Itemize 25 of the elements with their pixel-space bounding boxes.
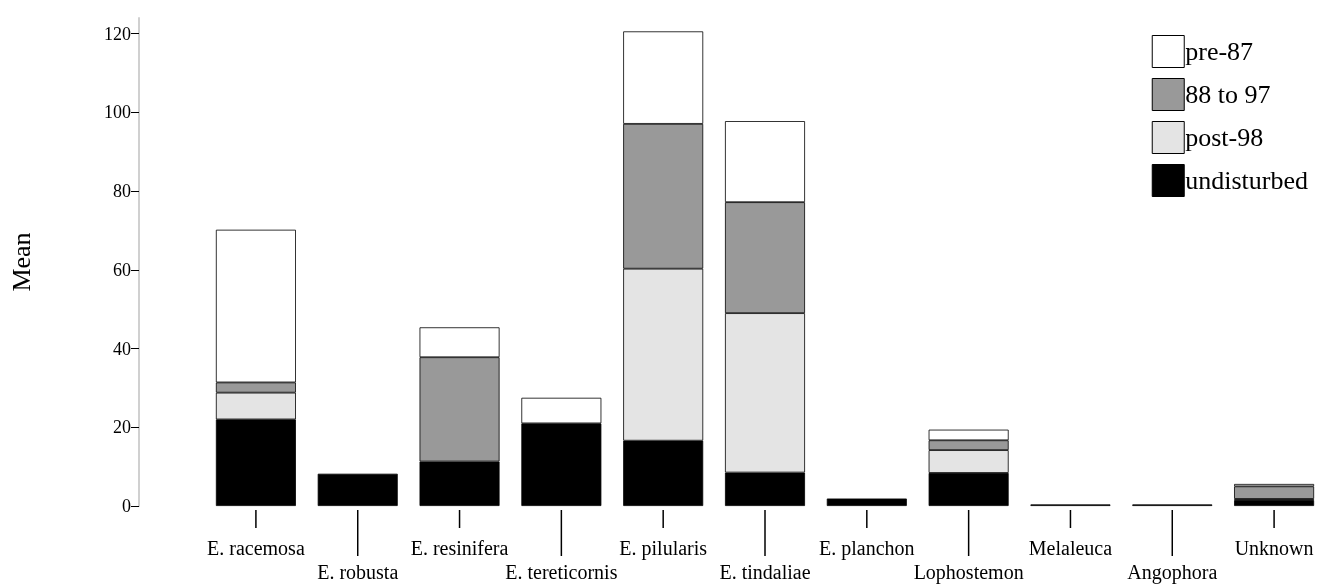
x-tick-label: Angophora (1127, 561, 1218, 584)
x-tick-label: E. racemosa (207, 537, 305, 559)
x-tick-label: E. tereticornis (505, 561, 618, 583)
y-tick-label: 120 (104, 23, 131, 44)
x-tick-label: E. robusta (317, 561, 399, 583)
legend-label: post-98 (1185, 123, 1264, 152)
y-tick-label: 40 (113, 338, 131, 359)
x-tick-label: E. planchon (819, 537, 915, 560)
y-tick-label: 20 (113, 417, 131, 438)
bar (317, 473, 398, 506)
x-tick-label: E. resinifera (410, 537, 509, 559)
y-tick-label: 80 (113, 181, 131, 202)
bar (826, 498, 907, 506)
legend-label: pre-87 (1185, 37, 1254, 66)
legend-label: undisturbed (1185, 166, 1308, 195)
x-tick-label: E. tindaliae (719, 561, 811, 583)
y-tick-label: 60 (113, 259, 131, 280)
x-tick-label: E. pilularis (619, 537, 708, 560)
x-tick-label: Unknown (1234, 537, 1314, 559)
y-tick-label: 100 (104, 102, 131, 123)
y-tick-label: 0 (122, 496, 131, 516)
x-tick-label: Lophostemon (913, 561, 1024, 584)
legend-label: 88 to 97 (1185, 80, 1271, 109)
x-tick-label: Melaleuca (1028, 537, 1113, 559)
y-axis-title: Mean (6, 232, 36, 292)
